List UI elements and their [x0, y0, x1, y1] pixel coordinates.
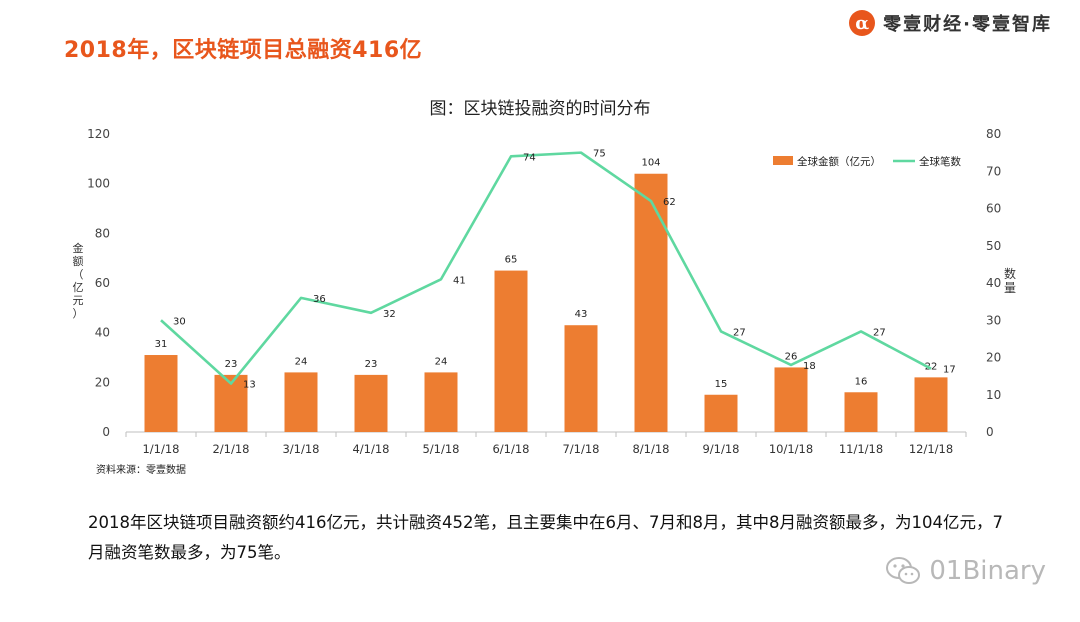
- bar-data-label: 24: [435, 356, 448, 367]
- bar: [704, 394, 738, 432]
- x-tick-label: 6/1/18: [492, 442, 529, 456]
- x-tick-label: 9/1/18: [702, 442, 739, 456]
- bar: [844, 392, 878, 432]
- watermark-text: 01Binary: [929, 556, 1046, 586]
- line-data-label: 27: [733, 327, 746, 338]
- bar: [424, 372, 458, 432]
- legend-bar-swatch: [773, 156, 793, 165]
- y-left-tick-label: 60: [95, 276, 110, 290]
- bar-data-label: 23: [225, 359, 238, 370]
- bar: [564, 325, 598, 432]
- bar-data-label: 22: [925, 361, 938, 372]
- y-right-axis-label-char: 量: [1004, 281, 1016, 295]
- x-tick-label: 11/1/18: [839, 442, 883, 456]
- y-right-tick-label: 0: [986, 425, 994, 439]
- x-tick-label: 10/1/18: [769, 442, 813, 456]
- line-data-label: 36: [313, 294, 326, 305]
- source-note: 资料来源：零壹数据: [96, 465, 186, 476]
- y-right-tick-label: 80: [986, 127, 1001, 141]
- y-left-axis-label-char: 元: [73, 294, 84, 307]
- headline: 2018年，区块链项目总融资416亿: [64, 38, 423, 63]
- bar-data-label: 43: [575, 309, 588, 320]
- bar-data-label: 23: [365, 359, 378, 370]
- bar: [494, 270, 528, 432]
- bar: [914, 377, 948, 432]
- brand-text: 零壹财经·零壹智库: [883, 14, 1052, 35]
- line-data-label: 74: [523, 152, 536, 163]
- brand-logo-icon: α: [849, 10, 876, 36]
- x-tick-label: 2/1/18: [212, 442, 249, 456]
- y-left-tick-label: 120: [87, 127, 110, 141]
- line-data-label: 62: [663, 197, 676, 208]
- y-left-axis-label-char: 额: [73, 255, 84, 268]
- y-right-tick-label: 10: [986, 388, 1001, 402]
- bar-data-label: 65: [505, 255, 518, 266]
- bar: [774, 367, 808, 432]
- y-left-tick-label: 0: [102, 425, 110, 439]
- legend-bar-label: 全球金额（亿元）: [797, 155, 881, 168]
- y-right-tick-label: 70: [986, 164, 1001, 178]
- y-right-tick-label: 60: [986, 202, 1001, 216]
- y-left-axis-label-char: 亿: [73, 281, 84, 294]
- line-data-label: 17: [943, 365, 956, 376]
- x-tick-label: 8/1/18: [632, 442, 669, 456]
- x-tick-label: 4/1/18: [352, 442, 389, 456]
- brand: α 零壹财经·零壹智库: [849, 10, 1052, 36]
- y-right-tick-label: 30: [986, 313, 1001, 327]
- y-left-tick-label: 20: [95, 375, 110, 389]
- line-series: [160, 151, 932, 385]
- y-right-tick-label: 50: [986, 239, 1001, 253]
- bar-data-label: 104: [641, 158, 660, 169]
- y-right-tick-label: 20: [986, 351, 1001, 365]
- bar: [634, 173, 668, 432]
- line-data-label: 27: [873, 327, 886, 338]
- chart-title: 图：区块链投融资的时间分布: [429, 99, 651, 119]
- bar-data-label: 15: [715, 379, 728, 390]
- x-tick-label: 3/1/18: [282, 442, 319, 456]
- bar-data-label: 24: [295, 356, 308, 367]
- y-right-axis-label-char: 数: [1004, 266, 1016, 281]
- x-tick-label: 12/1/18: [909, 442, 953, 456]
- line-data-label: 30: [173, 316, 186, 327]
- y-left-axis-label-char: ）: [73, 307, 84, 320]
- bar: [284, 372, 318, 432]
- bar-data-label: 31: [155, 339, 168, 350]
- x-tick-label: 1/1/18: [142, 442, 179, 456]
- bar-data-label: 16: [855, 376, 868, 387]
- combo-chart: 0 20 40 60 80 100 120 0 10 20 30 40 50 60 70 80 金额（亿元） 数量…: [73, 127, 1017, 456]
- bar-data-label: 26: [785, 351, 798, 362]
- y-left-tick-label: 100: [87, 177, 110, 191]
- line-data-label: 75: [593, 149, 606, 160]
- y-left-axis-label-char: （: [73, 268, 84, 281]
- y-right-tick-label: 40: [986, 276, 1001, 290]
- y-left-tick-label: 40: [95, 326, 110, 340]
- line-data-label: 41: [453, 275, 466, 286]
- bar: [354, 374, 388, 432]
- line-data-label: 18: [803, 361, 816, 372]
- x-tick-label: 7/1/18: [562, 442, 599, 456]
- x-tick-label: 5/1/18: [422, 442, 459, 456]
- legend-line-label: 全球笔数: [919, 155, 961, 168]
- bar: [144, 355, 178, 432]
- line-data-label: 13: [243, 380, 256, 391]
- y-left-tick-label: 80: [95, 226, 110, 240]
- watermark: 01Binary: [885, 556, 1046, 586]
- wechat-icon: [886, 557, 921, 584]
- line-data-label: 32: [383, 309, 396, 320]
- y-left-axis-label-char: 金: [73, 241, 84, 255]
- body-paragraph: 2018年区块链项目融资额约416亿元，共计融资452笔，且主要集中在6月、7月…: [88, 513, 1003, 562]
